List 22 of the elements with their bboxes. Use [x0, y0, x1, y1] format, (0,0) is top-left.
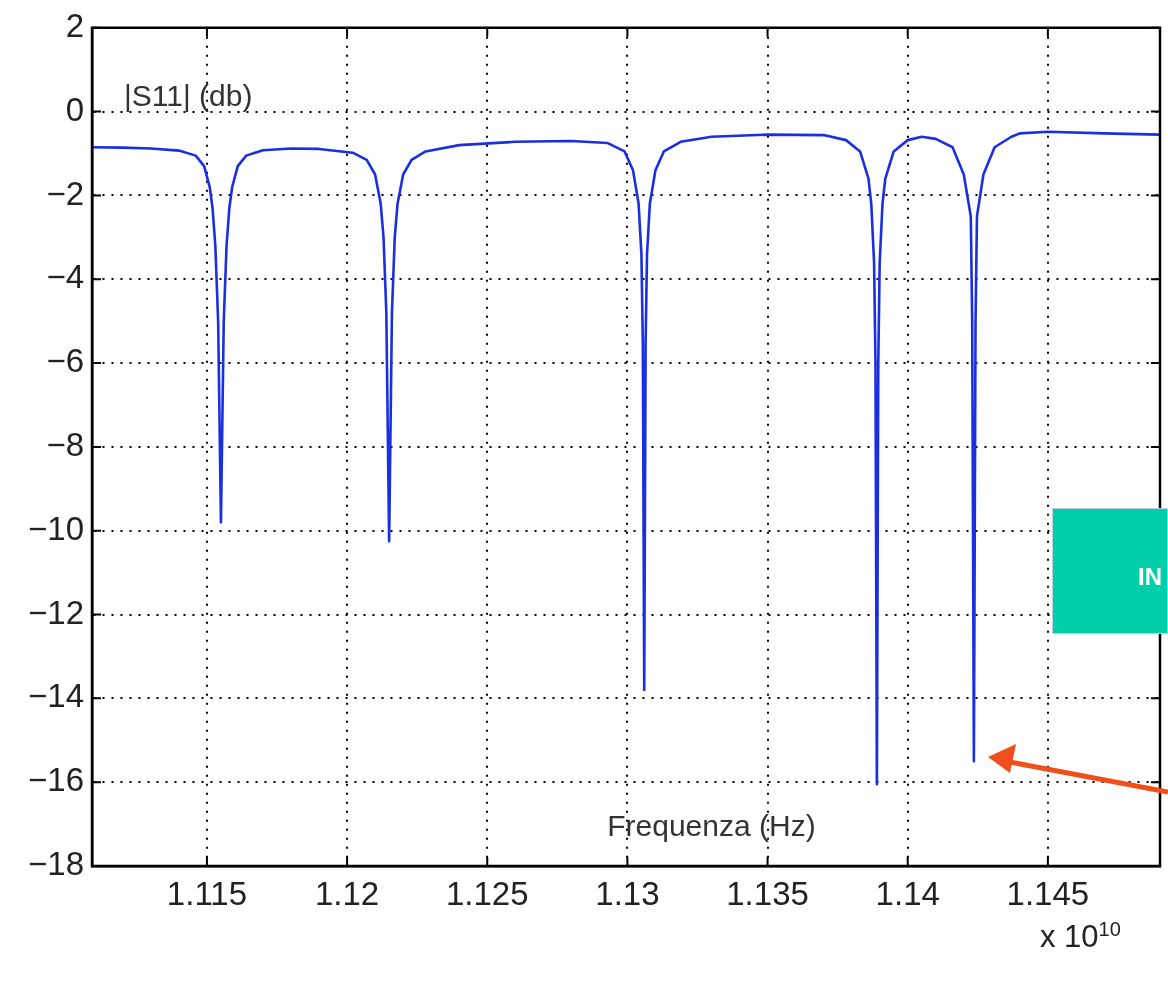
text: x 10$^{10}$ — [1040, 918, 1121, 956]
y-tick-label: −10 — [28, 509, 84, 547]
y-tick-label: −4 — [46, 258, 84, 296]
x-axis-title: Frequenza (Hz) — [607, 809, 816, 842]
annotation: IN — [1138, 563, 1162, 591]
y-tick-label: −18 — [28, 845, 84, 883]
x-tick-label: 1.125 — [445, 874, 529, 912]
x-tick-label: 1.13 — [595, 874, 660, 912]
y-tick-label: 0 — [65, 90, 84, 128]
x-tick-label: 1.14 — [875, 874, 940, 912]
y-tick-label: −16 — [28, 761, 84, 799]
y-tick-label: −2 — [46, 174, 84, 212]
x-tick-label: 1.145 — [1006, 874, 1090, 912]
y-tick-label: −14 — [28, 677, 84, 715]
y-tick-label: −12 — [28, 593, 84, 631]
y-tick-label: −6 — [46, 342, 84, 380]
y-tick-label: 2 — [65, 6, 84, 44]
y-axis-title: |S11| (db) — [124, 78, 253, 112]
y-tick-label: −8 — [46, 425, 84, 463]
x-tick-label: 1.12 — [314, 874, 380, 912]
x-tick-label: 1.115 — [166, 874, 247, 912]
x-tick-label: 1.135 — [726, 874, 809, 912]
